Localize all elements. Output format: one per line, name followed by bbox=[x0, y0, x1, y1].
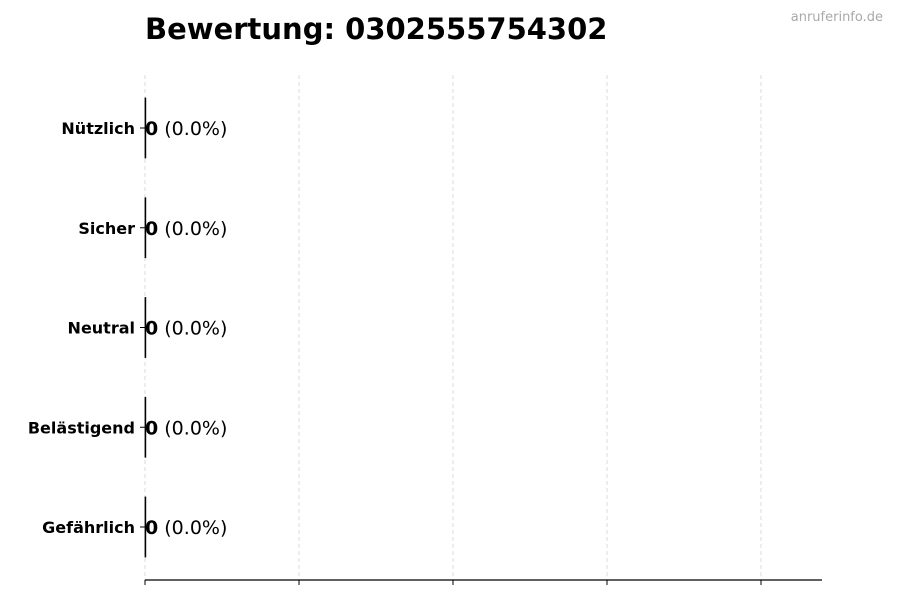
chart-title: Bewertung: 0302555754302 bbox=[145, 12, 608, 46]
bar bbox=[144, 97, 147, 159]
watermark: anruferinfo.de bbox=[790, 10, 883, 25]
value-percent: (0.0%) bbox=[158, 318, 227, 340]
category-label: Nützlich bbox=[61, 119, 135, 138]
value-count: 0 bbox=[145, 417, 158, 439]
bar bbox=[144, 396, 147, 458]
value-percent: (0.0%) bbox=[158, 218, 227, 240]
value-label: 0 (0.0%) bbox=[145, 218, 227, 240]
value-percent: (0.0%) bbox=[158, 118, 227, 140]
bar bbox=[144, 297, 147, 358]
value-label: 0 (0.0%) bbox=[145, 517, 227, 539]
value-count: 0 bbox=[145, 318, 158, 340]
bar bbox=[144, 197, 147, 259]
value-count: 0 bbox=[145, 517, 158, 539]
value-count: 0 bbox=[145, 218, 158, 240]
value-count: 0 bbox=[145, 118, 158, 140]
value-percent: (0.0%) bbox=[158, 517, 227, 539]
value-label: 0 (0.0%) bbox=[145, 417, 227, 439]
category-label: Sicher bbox=[78, 219, 135, 238]
category-label: Belästigend bbox=[28, 418, 135, 437]
value-label: 0 (0.0%) bbox=[145, 318, 227, 340]
value-label: 0 (0.0%) bbox=[145, 118, 227, 140]
bar bbox=[144, 496, 147, 558]
category-label: Gefährlich bbox=[42, 518, 135, 537]
value-percent: (0.0%) bbox=[158, 417, 227, 439]
category-label: Neutral bbox=[68, 319, 135, 338]
